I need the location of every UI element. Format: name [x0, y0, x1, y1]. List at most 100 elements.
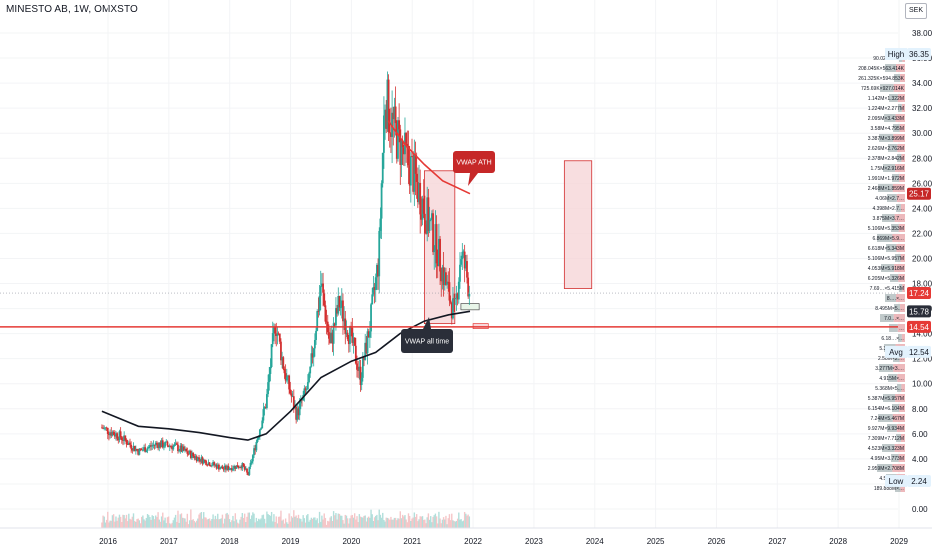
volume-profile-label: 2.959M×2.708M [868, 466, 904, 472]
volume-profile-bar [894, 74, 901, 82]
candle-body [422, 198, 425, 214]
candle-body [292, 396, 295, 409]
volume-profile-bar [899, 174, 905, 182]
volume-bar [421, 516, 424, 528]
candle-body [466, 261, 468, 278]
volume-bar [311, 518, 314, 528]
volume-profile-bar [892, 234, 905, 242]
candle-body [361, 356, 364, 378]
x-tick-label: 2020 [342, 537, 360, 546]
volume-bar [115, 516, 117, 528]
candle-body [325, 321, 328, 323]
candle-body [452, 298, 454, 319]
candle-body [345, 332, 348, 335]
volume-profile-bar [896, 204, 901, 212]
volume-bar [231, 520, 233, 528]
volume-bar [246, 516, 248, 528]
volume-bar [449, 520, 452, 528]
volume-profile-bar [899, 404, 905, 412]
candle-body [191, 452, 193, 458]
volume-profile-bar [893, 124, 900, 132]
volume-bar [404, 515, 406, 528]
y-tick-label: 4.00 [912, 455, 928, 464]
volume-profile-bar [882, 214, 895, 222]
volume-bar [300, 518, 302, 528]
candle-body [291, 396, 294, 398]
volume-bar [238, 523, 240, 528]
candle-body [340, 300, 343, 308]
candle-body [296, 408, 299, 420]
candle-body [455, 293, 458, 298]
candle-body [235, 465, 238, 469]
y-tick-label: 6.00 [912, 430, 928, 439]
candle-body [257, 436, 260, 439]
volume-bar [427, 513, 430, 528]
volume-bar [432, 516, 434, 528]
volume-bar [212, 514, 214, 528]
volume-bar [269, 515, 272, 528]
volume-profile-label: 261.325K×594.853K [858, 76, 904, 82]
candle-body [413, 154, 416, 192]
candle-body [320, 283, 323, 287]
volume-profile-bar [892, 184, 905, 192]
candle-body [192, 452, 195, 457]
candle-body [111, 432, 114, 436]
volume-bar [222, 523, 225, 528]
candle-body [324, 305, 327, 322]
candle-body [284, 373, 287, 381]
time-axis[interactable]: 2016 2017 2018 2019 2020 2021 2022 2023 2024 2025… [0, 527, 932, 546]
currency-button[interactable]: SEK [905, 3, 927, 19]
volume-bar [162, 512, 164, 528]
candle-body [462, 251, 465, 253]
candle-body [181, 446, 184, 452]
volume-bar [356, 516, 358, 528]
candle-body [188, 450, 191, 454]
volume-bar [200, 511, 203, 528]
volume-bar [316, 518, 318, 528]
volume-bar [408, 515, 411, 528]
volume-bar [349, 518, 351, 528]
candle-body [267, 382, 269, 395]
volume-bar [398, 518, 400, 528]
volume-bar [261, 515, 263, 528]
volume-bar [148, 515, 150, 528]
volume-profile-bar [883, 164, 896, 172]
candle-body [264, 407, 267, 409]
candle-body [213, 462, 216, 466]
volume-bar [383, 519, 385, 528]
volume-profile-bar [892, 404, 900, 412]
volume-bar [207, 518, 210, 528]
candle-body [180, 445, 183, 452]
candle-body [317, 311, 320, 312]
y-tick-label: 12.00 [912, 355, 932, 364]
volume-profile-bar [879, 134, 894, 142]
candle-body [330, 332, 333, 343]
y-tick-label: 26.00 [912, 179, 932, 188]
volume-bar [394, 517, 397, 528]
volume-profile-bar [883, 394, 896, 402]
candle-body [230, 468, 233, 471]
volume-bar [422, 519, 425, 528]
candle-body [215, 464, 218, 469]
candle-body [392, 112, 395, 120]
volume-bar [426, 517, 428, 528]
volume-profile-label: 1.991M×1.972M [868, 176, 904, 182]
candle-body [193, 456, 196, 459]
price-axis[interactable]: 38.0036.0034.0032.0030.0028.0026.0024.00… [912, 29, 932, 514]
volume-bar [386, 517, 389, 528]
volume-bar [210, 520, 212, 528]
x-tick-label: 2018 [221, 537, 239, 546]
candle-body [206, 464, 209, 466]
candle-body [305, 389, 308, 391]
volume-profile-bar [894, 264, 905, 272]
candle-body [145, 450, 148, 453]
volume-bar [152, 516, 155, 528]
candle-body [306, 382, 309, 390]
volume-profile-bar [896, 424, 905, 432]
low-tag [907, 474, 931, 487]
volume-bar [302, 515, 304, 528]
candle-body [175, 443, 178, 445]
volume-bar [442, 517, 445, 528]
volume-bar [418, 519, 420, 528]
